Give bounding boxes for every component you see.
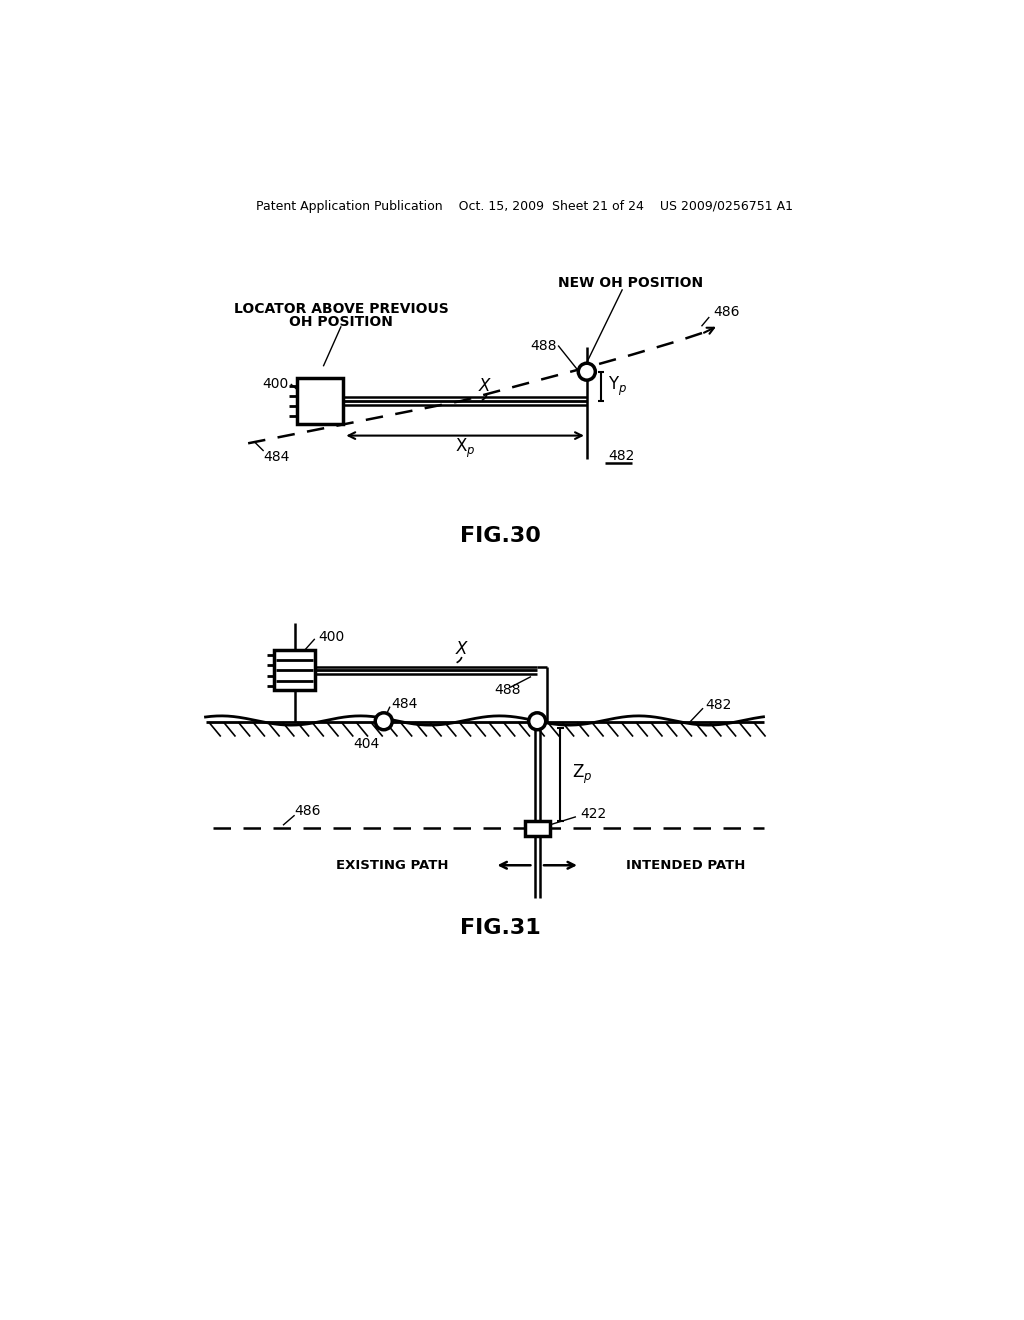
Text: EXISTING PATH: EXISTING PATH	[336, 859, 449, 871]
Text: Y$_p$: Y$_p$	[608, 375, 628, 397]
Circle shape	[528, 713, 546, 730]
Text: FIG.31: FIG.31	[460, 919, 541, 939]
Bar	[297, 378, 343, 424]
Text: LOCATOR ABOVE PREVIOUS: LOCATOR ABOVE PREVIOUS	[233, 301, 449, 315]
Text: 422: 422	[580, 808, 606, 821]
Text: 484: 484	[391, 697, 418, 710]
Text: NEW OH POSITION: NEW OH POSITION	[558, 276, 702, 290]
Text: X$_p$: X$_p$	[455, 437, 475, 459]
Text: FIG.30: FIG.30	[460, 525, 541, 545]
Text: 486: 486	[295, 804, 322, 818]
Text: INTENDED PATH: INTENDED PATH	[627, 859, 745, 871]
Text: 482: 482	[608, 449, 635, 463]
Bar	[274, 651, 314, 690]
Text: 488: 488	[530, 338, 557, 352]
Text: 400: 400	[262, 378, 289, 391]
Text: 484: 484	[263, 450, 290, 465]
Text: 400: 400	[317, 630, 344, 644]
Text: Z$_p$: Z$_p$	[572, 763, 592, 785]
Text: Patent Application Publication    Oct. 15, 2009  Sheet 21 of 24    US 2009/02567: Patent Application Publication Oct. 15, …	[256, 199, 794, 213]
Circle shape	[579, 363, 595, 380]
Text: OH POSITION: OH POSITION	[289, 314, 393, 329]
Circle shape	[375, 713, 392, 730]
Text: 486: 486	[713, 305, 739, 319]
Text: 404: 404	[353, 737, 380, 751]
Text: 482: 482	[706, 698, 732, 711]
Bar	[524, 821, 550, 836]
Text: X: X	[456, 640, 467, 657]
Text: X: X	[479, 376, 490, 395]
Text: 488: 488	[495, 682, 521, 697]
